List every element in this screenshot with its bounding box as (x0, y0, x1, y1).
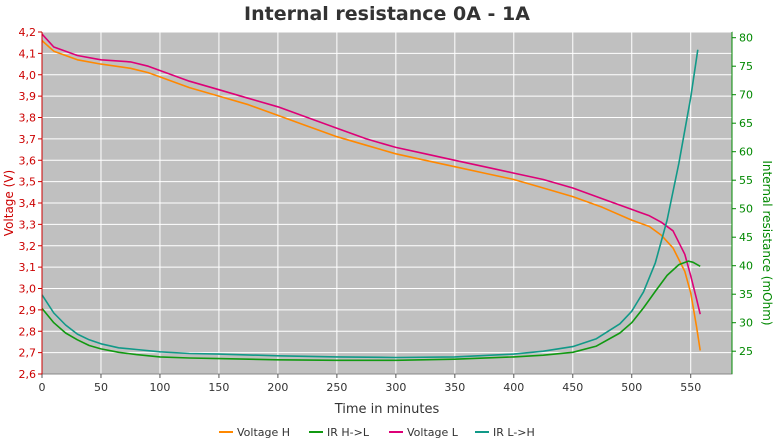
left-tick-label: 3,1 (19, 261, 37, 274)
right-tick-label: 55 (739, 174, 753, 187)
right-tick-label: 60 (739, 146, 753, 159)
x-axis-label: Time in minutes (334, 402, 440, 417)
right-axis-label: Internal resistance (mOhm) (760, 160, 774, 325)
left-tick-label: 3,9 (19, 90, 37, 103)
left-tick-label: 4,1 (19, 47, 37, 60)
x-tick-label: 350 (444, 381, 465, 394)
chart-title: Internal resistance 0A - 1A (244, 3, 530, 25)
x-tick-label: 400 (503, 381, 524, 394)
x-tick-label: 450 (562, 381, 583, 394)
left-tick-label: 3,2 (19, 240, 37, 253)
legend: Voltage H IR H->L Voltage L IR L->H (219, 426, 535, 439)
x-tick-label: 150 (208, 381, 229, 394)
right-tick-label: 40 (739, 260, 753, 273)
left-tick-label: 3,3 (19, 218, 37, 231)
x-tick-label: 250 (326, 381, 347, 394)
right-tick-label: 45 (739, 231, 753, 244)
right-tick-label: 50 (739, 203, 753, 216)
right-tick-label: 70 (739, 89, 753, 102)
x-tick-label: 50 (94, 381, 108, 394)
right-tick-label: 30 (739, 317, 753, 330)
x-axis-ticks: 0 50 100 150 200 250 300 350 400 450 500 550 (39, 374, 701, 394)
legend-label-voltage-h: Voltage H (237, 426, 290, 439)
left-tick-label: 3,6 (19, 154, 37, 167)
x-tick-label: 200 (267, 381, 288, 394)
left-axis-label: Voltage (V) (2, 170, 16, 236)
left-tick-label: 4,0 (19, 69, 37, 82)
series-line-voltage-l (41, 33, 701, 315)
right-tick-label: 75 (739, 60, 753, 73)
right-tick-label: 25 (739, 345, 753, 358)
series-line-ir-l-h (41, 49, 699, 359)
legend-label-voltage-l: Voltage L (407, 426, 459, 439)
left-tick-label: 3,0 (19, 283, 37, 296)
left-tick-label: 2,7 (19, 347, 37, 360)
right-tick-label: 65 (739, 117, 753, 130)
left-tick-label: 2,6 (19, 368, 37, 381)
x-tick-label: 550 (680, 381, 701, 394)
left-tick-label: 3,8 (19, 112, 37, 125)
right-tick-label: 35 (739, 288, 753, 301)
series-layer (41, 33, 701, 362)
legend-label-ir-h-l: IR H->L (327, 426, 370, 439)
right-tick-label: 80 (739, 32, 753, 45)
left-tick-label: 3,7 (19, 133, 37, 146)
left-tick-label: 4,2 (19, 26, 37, 39)
left-tick-label: 3,4 (19, 197, 37, 210)
left-tick-label: 2,9 (19, 304, 37, 317)
left-tick-label: 3,5 (19, 176, 37, 189)
legend-label-ir-l-h: IR L->H (493, 426, 535, 439)
right-axis-ticks: 25 30 35 40 45 50 55 60 65 70 75 80 (732, 32, 753, 358)
x-tick-label: 0 (39, 381, 46, 394)
x-tick-label: 300 (385, 381, 406, 394)
x-tick-label: 100 (149, 381, 170, 394)
x-tick-label: 500 (621, 381, 642, 394)
series-line-ir-h-l (41, 260, 701, 362)
left-axis-ticks: 2,6 2,7 2,8 2,9 3,0 3,1 3,2 3,3 3,4 3,5 3,6 3,7 3,8 3… (19, 26, 42, 381)
left-tick-label: 2,8 (19, 325, 37, 338)
